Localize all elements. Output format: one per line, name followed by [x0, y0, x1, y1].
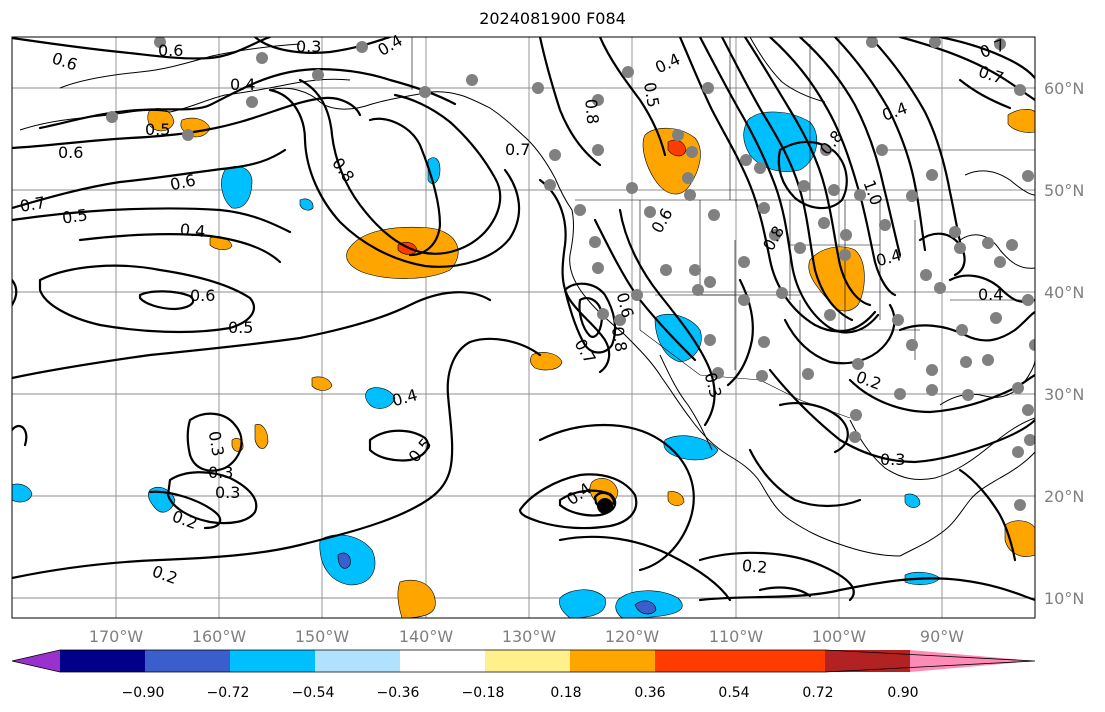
contour-label: 0.5 — [640, 81, 663, 109]
colorbar-segment — [655, 650, 740, 672]
contour-label: 0.5 — [228, 318, 253, 337]
contour-label: 0.7 — [18, 193, 46, 216]
lon-label: 150°W — [295, 627, 350, 646]
contour-label: 0.4 — [179, 220, 206, 241]
colorbar-tick-label: 0.54 — [718, 685, 749, 701]
lon-label: 90°W — [920, 627, 964, 646]
colorbar-tick-label: 0.90 — [887, 685, 918, 701]
contour-label: 0.8 — [608, 325, 631, 353]
colorbar-tick-label: 0.36 — [634, 685, 665, 701]
lat-label: 10°N — [1044, 589, 1084, 608]
colorbar-segment — [145, 650, 230, 672]
contour-label: 0.3 — [880, 450, 905, 469]
contour-label: 0.3 — [215, 483, 240, 502]
longitude-axis: 170°W 160°W 150°W 140°W 130°W 120°W 110°… — [89, 627, 964, 646]
lat-label: 60°N — [1044, 79, 1084, 98]
colorbar-extend-low — [12, 650, 60, 672]
colorbar-tick-label: −0.54 — [292, 685, 335, 701]
contour-label: 0.4 — [230, 75, 255, 94]
colorbar-segment — [315, 650, 400, 672]
lon-label: 140°W — [399, 627, 454, 646]
contour-label: 0.6 — [190, 286, 215, 305]
latitude-axis: 60°N 50°N 40°N 30°N 20°N 10°N — [1044, 79, 1084, 608]
colorbar-segment — [60, 650, 145, 672]
lon-label: 100°W — [812, 627, 867, 646]
colorbar-tick-label: −0.72 — [207, 685, 250, 701]
coastlines — [19, 37, 1035, 557]
lon-label: 170°W — [89, 627, 144, 646]
contour-label: 0.3 — [296, 37, 321, 56]
colorbar-extend-high — [910, 650, 1035, 672]
colorbar-tick-label: −0.90 — [122, 685, 165, 701]
contour-label: 0.6 — [58, 143, 83, 162]
contour-label: 0.5 — [145, 120, 170, 139]
colorbar-segment — [570, 650, 655, 672]
lon-label: 110°W — [709, 627, 764, 646]
colorbar-tick-label: 0.18 — [550, 685, 581, 701]
lat-label: 50°N — [1044, 181, 1084, 200]
contour-label: 0.3 — [205, 430, 228, 458]
contour-label: 0.6 — [168, 170, 197, 194]
contour-label: 0.5 — [61, 205, 89, 227]
colorbar-tick-label: 0.72 — [802, 685, 833, 701]
lon-label: 160°W — [192, 627, 247, 646]
map-title: 2024081900 F084 — [479, 9, 626, 28]
lat-label: 40°N — [1044, 283, 1084, 302]
contour-label: 0.3 — [208, 463, 233, 482]
colorbar-segment — [825, 650, 910, 672]
station-markers — [106, 37, 1035, 511]
colorbar: −0.90 −0.72 −0.54 −0.36 −0.18 0.18 0.36 … — [11, 649, 1036, 701]
lon-label: 120°W — [605, 627, 660, 646]
colorbar-segment — [400, 650, 485, 672]
contour-lines — [12, 37, 1035, 602]
contour-label: 0.7 — [505, 140, 530, 159]
colorbar-tick-label: −0.36 — [377, 685, 420, 701]
lat-label: 30°N — [1044, 385, 1084, 404]
storm-center-marker — [597, 498, 613, 514]
lon-label: 130°W — [502, 627, 557, 646]
map-frame — [11, 36, 1036, 619]
colorbar-segment — [230, 650, 315, 672]
lat-label: 20°N — [1044, 487, 1084, 506]
contour-label: 0.6 — [158, 41, 183, 60]
colorbar-segment — [485, 650, 570, 672]
contour-label: 0.2 — [741, 556, 768, 577]
colorbar-segment — [740, 650, 825, 672]
contour-label: 0.4 — [978, 285, 1003, 304]
colorbar-tick-label: −0.18 — [462, 685, 505, 701]
contour-label: 0.8 — [581, 98, 602, 125]
